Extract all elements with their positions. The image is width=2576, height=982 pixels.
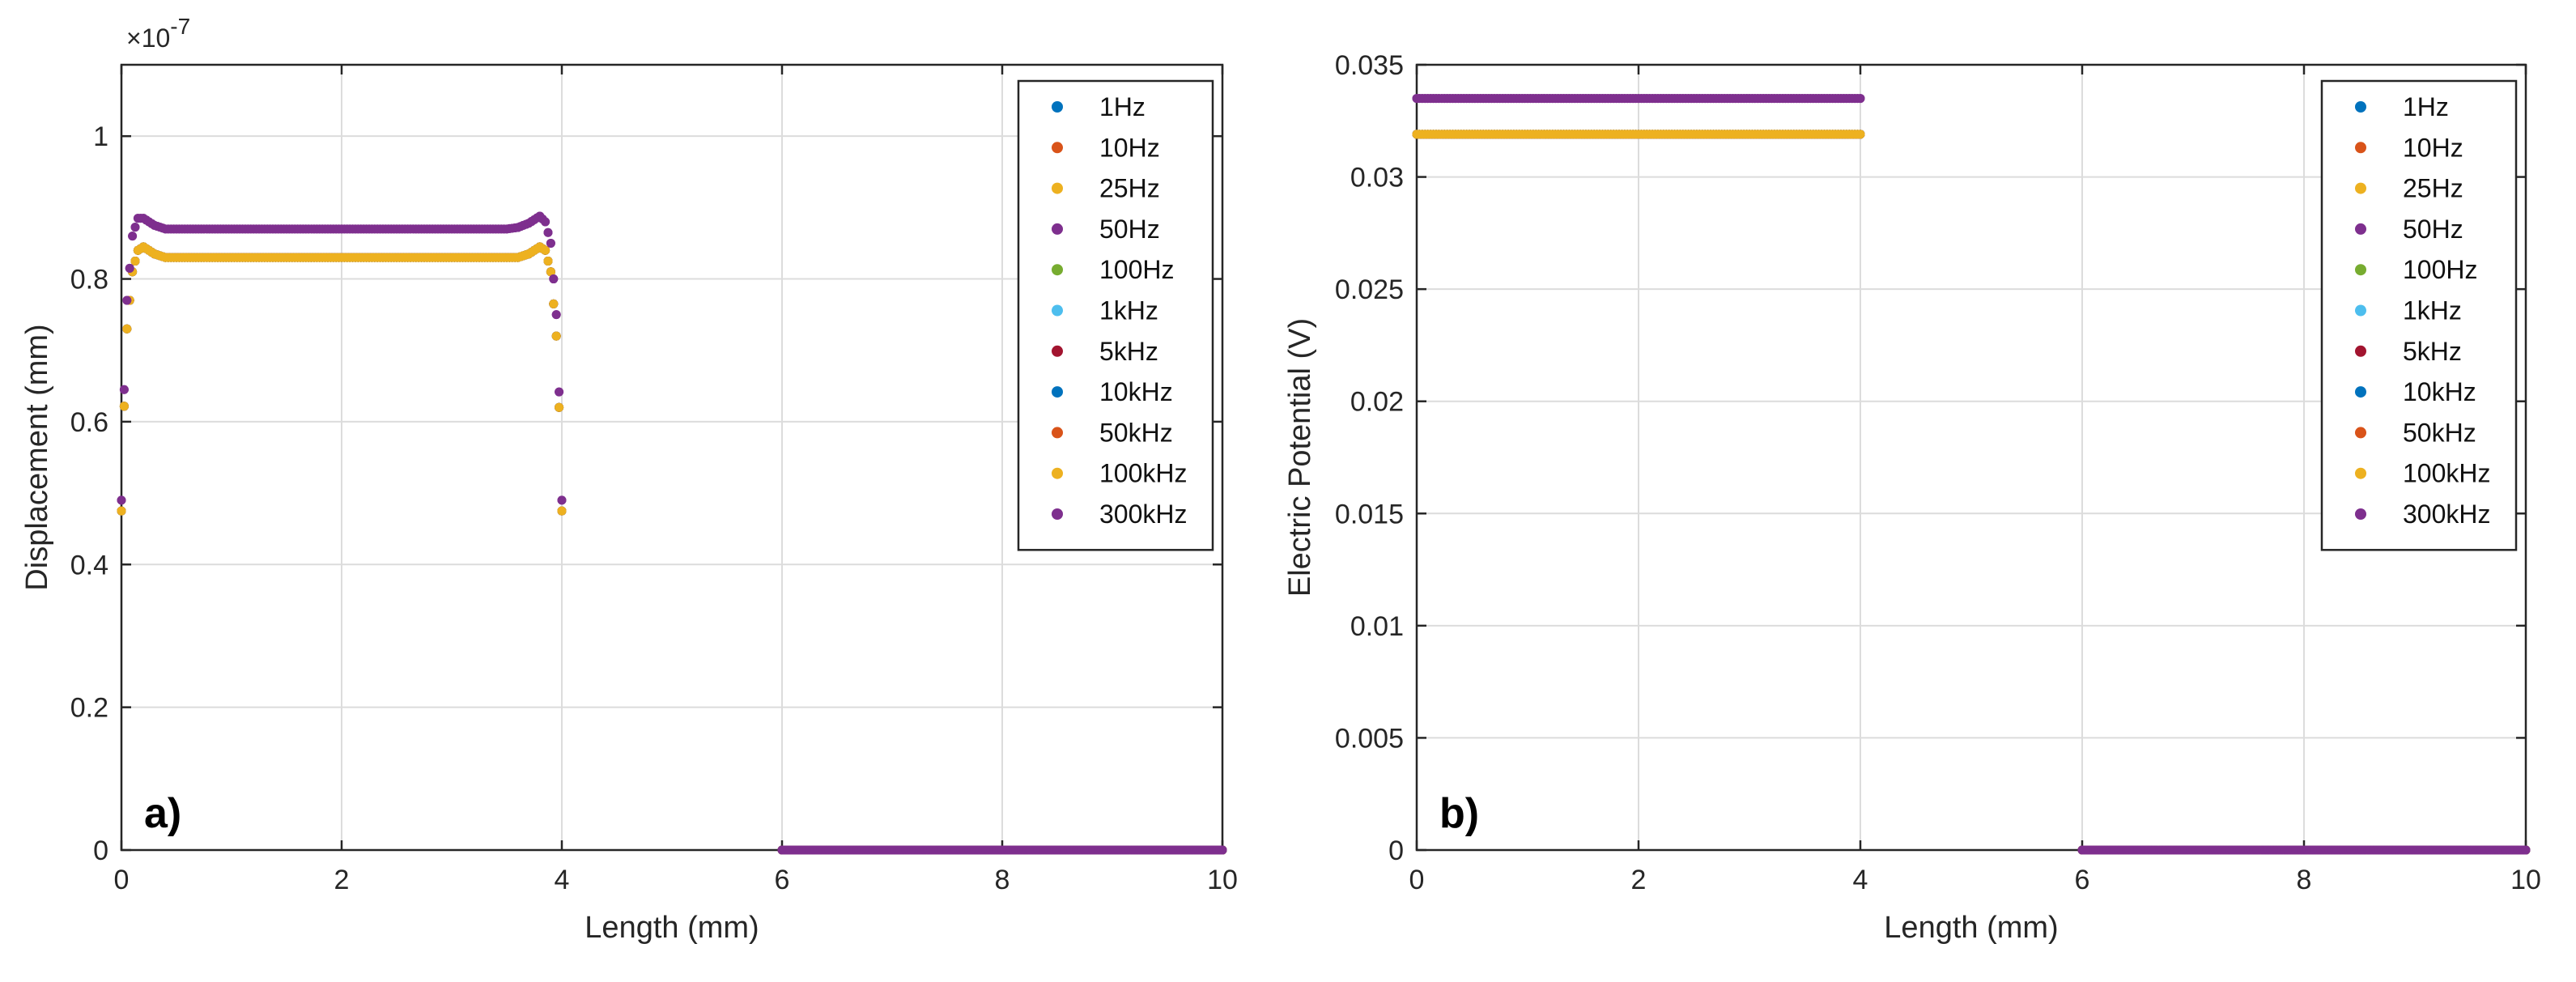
x-tick-label: 2: [334, 865, 350, 895]
y-axis-exponent: ×10-7: [126, 14, 190, 53]
y-axis-label: Electric Potential (V): [1283, 318, 1317, 597]
data-point-100kHz: [543, 257, 553, 266]
legend-marker: [1052, 264, 1063, 276]
y-tick-label: 0.4: [70, 550, 108, 580]
data-point-100kHz: [117, 506, 126, 516]
y-tick-label: 0.8: [70, 265, 108, 295]
x-tick-label: 10: [1207, 865, 1238, 895]
data-point-100kHz: [541, 245, 550, 255]
data-point-300kHz: [1218, 845, 1227, 855]
legend-marker: [1052, 386, 1063, 398]
x-tick-label: 10: [2510, 865, 2541, 895]
y-tick-label: 0.01: [1350, 611, 1404, 642]
x-tick-label: 2: [1631, 865, 1647, 895]
legend-entry: 100Hz: [1099, 255, 1175, 284]
data-point-100kHz: [122, 324, 132, 334]
data-point-300kHz: [117, 495, 126, 505]
x-tick-label: 8: [2297, 865, 2312, 895]
y-axis-exponent-base: ×10: [126, 23, 170, 53]
data-point-300kHz: [549, 274, 559, 284]
x-tick-label: 8: [995, 865, 1010, 895]
x-axis-label: Length (mm): [584, 911, 759, 945]
y-axis-exponent-power: -7: [170, 14, 190, 39]
legend-entry: 50kHz: [1099, 418, 1173, 447]
data-point-300kHz: [119, 385, 129, 394]
legend-marker: [1052, 304, 1063, 317]
legend-entry: 100kHz: [1099, 459, 1188, 488]
legend-marker: [1052, 467, 1063, 479]
y-tick-label: 0: [93, 835, 108, 866]
x-tick-label: 6: [2075, 865, 2090, 895]
y-tick-label: 0.025: [1335, 274, 1404, 305]
legend-marker: [1052, 345, 1063, 357]
x-tick-label: 4: [1853, 865, 1868, 895]
y-tick-label: 1: [93, 121, 108, 152]
chart-panel-a: 0 2 4 6 8 10 0 0.2 0.4 0.6 0.8 1 ×10-7 Length (mm) Dis…: [20, 14, 1238, 945]
data-point-300kHz: [128, 232, 138, 241]
legend: 1Hz 10Hz 25Hz 50Hz 100Hz 1kHz 5kHz 10kHz 50kHz 10…: [1017, 79, 1214, 551]
data-point-100kHz: [551, 331, 561, 341]
legend-entry: 1kHz: [1099, 296, 1158, 325]
y-tick-label: 0.015: [1335, 499, 1404, 529]
legend-marker: [1052, 223, 1063, 235]
legend-entry: 300kHz: [1099, 500, 1188, 529]
data-series: [117, 211, 1227, 855]
x-tick-label: 0: [1409, 865, 1425, 895]
data-point-300kHz: [541, 217, 550, 227]
legend-entry: 50Hz: [1099, 215, 1160, 244]
chart-panel-b: 0 2 4 6 8 10 0 0.005 0.01 0.015 0.02 0.025 0.03 0.035…: [1283, 50, 2541, 945]
data-point-100kHz: [549, 299, 559, 308]
legend-entry: 25Hz: [1099, 174, 1160, 203]
x-tick-label: 4: [555, 865, 570, 895]
x-tick-label: 6: [775, 865, 790, 895]
legend-entry: 10kHz: [1099, 377, 1173, 406]
legend-marker: [1052, 182, 1063, 194]
y-tick-label: 0.03: [1350, 163, 1404, 193]
legend-entry: 5kHz: [1099, 337, 1158, 366]
data-point-300kHz: [122, 295, 132, 305]
legend-marker: [1052, 142, 1063, 154]
data-point-100kHz: [557, 506, 567, 516]
y-tick-label: 0.035: [1335, 50, 1404, 81]
data-point-100kHz: [555, 402, 564, 412]
y-tick-label: 0.005: [1335, 723, 1404, 754]
x-tick-label: 0: [114, 865, 130, 895]
data-point-100kHz: [130, 257, 140, 266]
data-point-300kHz: [555, 387, 564, 397]
data-point-300kHz: [543, 227, 553, 237]
legend-marker: [1052, 508, 1063, 520]
y-tick-label: 0.2: [70, 693, 108, 724]
axes-frame: [120, 63, 1224, 852]
panel-label: a): [144, 790, 181, 837]
y-axis-label: Displacement (mm): [20, 324, 54, 590]
legend-entry: 1Hz: [1099, 92, 1146, 121]
data-point-300kHz: [130, 223, 140, 232]
legend-marker: [1052, 101, 1063, 113]
y-tick-label: 0.02: [1350, 387, 1404, 418]
data-point-300kHz: [557, 495, 567, 505]
legend-marker: [1052, 427, 1063, 439]
data-point-300kHz: [125, 263, 134, 273]
y-tick-label: 0.6: [70, 407, 108, 438]
x-axis-label: Length (mm): [1884, 911, 2058, 945]
data-point-300kHz: [551, 310, 561, 320]
data-point-100kHz: [119, 402, 129, 411]
legend-entry: 10Hz: [1099, 133, 1160, 162]
y-tick-label: 0: [1388, 835, 1404, 866]
data-point-300kHz: [546, 238, 555, 248]
